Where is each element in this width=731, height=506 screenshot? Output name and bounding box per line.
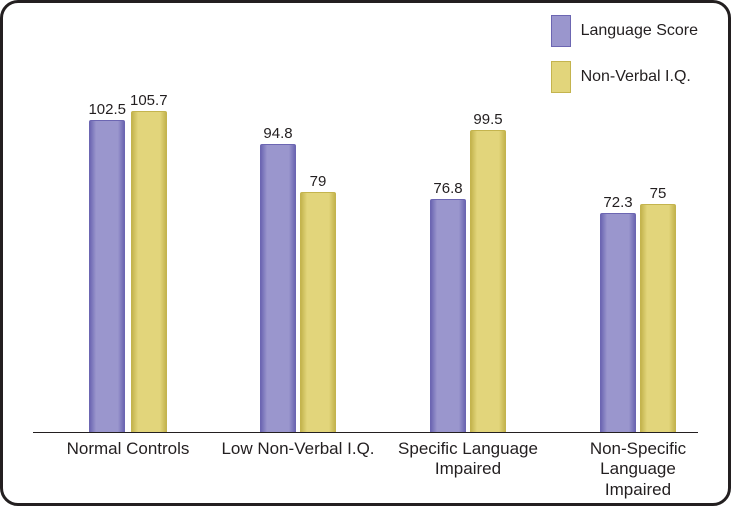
bar	[600, 213, 636, 434]
bar-nviq: 75	[640, 185, 676, 433]
bar-language: 76.8	[430, 180, 466, 433]
bar-nviq: 79	[300, 173, 336, 433]
legend: Language Score Non-Verbal I.Q.	[551, 15, 698, 93]
bar-group: 102.5105.7	[53, 92, 203, 433]
chart-frame: Language Score Non-Verbal I.Q. 102.5105.…	[0, 0, 731, 506]
bar	[470, 130, 506, 433]
bar-group: 72.3 75	[563, 185, 713, 433]
value-label: 79	[310, 173, 327, 190]
bar-language: 102.5	[88, 101, 126, 433]
plot-area: 102.5105.794.87976.899.572.375	[33, 103, 698, 433]
x-label: Normal Controls	[48, 439, 208, 459]
legend-swatch-nviq	[551, 61, 571, 93]
value-label: 72.3	[603, 194, 632, 211]
x-label: Non-Specific LanguageImpaired	[558, 439, 718, 500]
value-label: 75	[650, 185, 667, 202]
bar-nviq: 99.5	[470, 111, 506, 433]
bar	[89, 120, 125, 433]
value-label: 94.8	[263, 125, 292, 142]
legend-swatch-language	[551, 15, 571, 47]
bar	[131, 111, 167, 433]
x-axis-labels: Normal Controls Low Non-Verbal I.Q. Specif…	[33, 433, 698, 503]
bar	[430, 199, 466, 433]
x-label: Low Non-Verbal I.Q.	[218, 439, 378, 459]
value-label: 105.7	[130, 92, 168, 109]
x-label: Specific LanguageImpaired	[388, 439, 548, 480]
value-label: 99.5	[473, 111, 502, 128]
value-label: 76.8	[433, 180, 462, 197]
legend-item-language: Language Score	[551, 15, 698, 47]
bar	[300, 192, 336, 433]
bar-group: 94.8 79	[223, 125, 373, 433]
bar-group: 76.8 99.5	[393, 111, 543, 433]
legend-label-language: Language Score	[581, 22, 698, 40]
bar-language: 72.3	[600, 194, 636, 434]
legend-item-nviq: Non-Verbal I.Q.	[551, 61, 698, 93]
legend-label-nviq: Non-Verbal I.Q.	[581, 68, 691, 86]
bar	[640, 204, 676, 433]
bar-nviq: 105.7	[130, 92, 168, 433]
bar-language: 94.8	[260, 125, 296, 433]
bar	[260, 144, 296, 433]
value-label: 102.5	[88, 101, 126, 118]
